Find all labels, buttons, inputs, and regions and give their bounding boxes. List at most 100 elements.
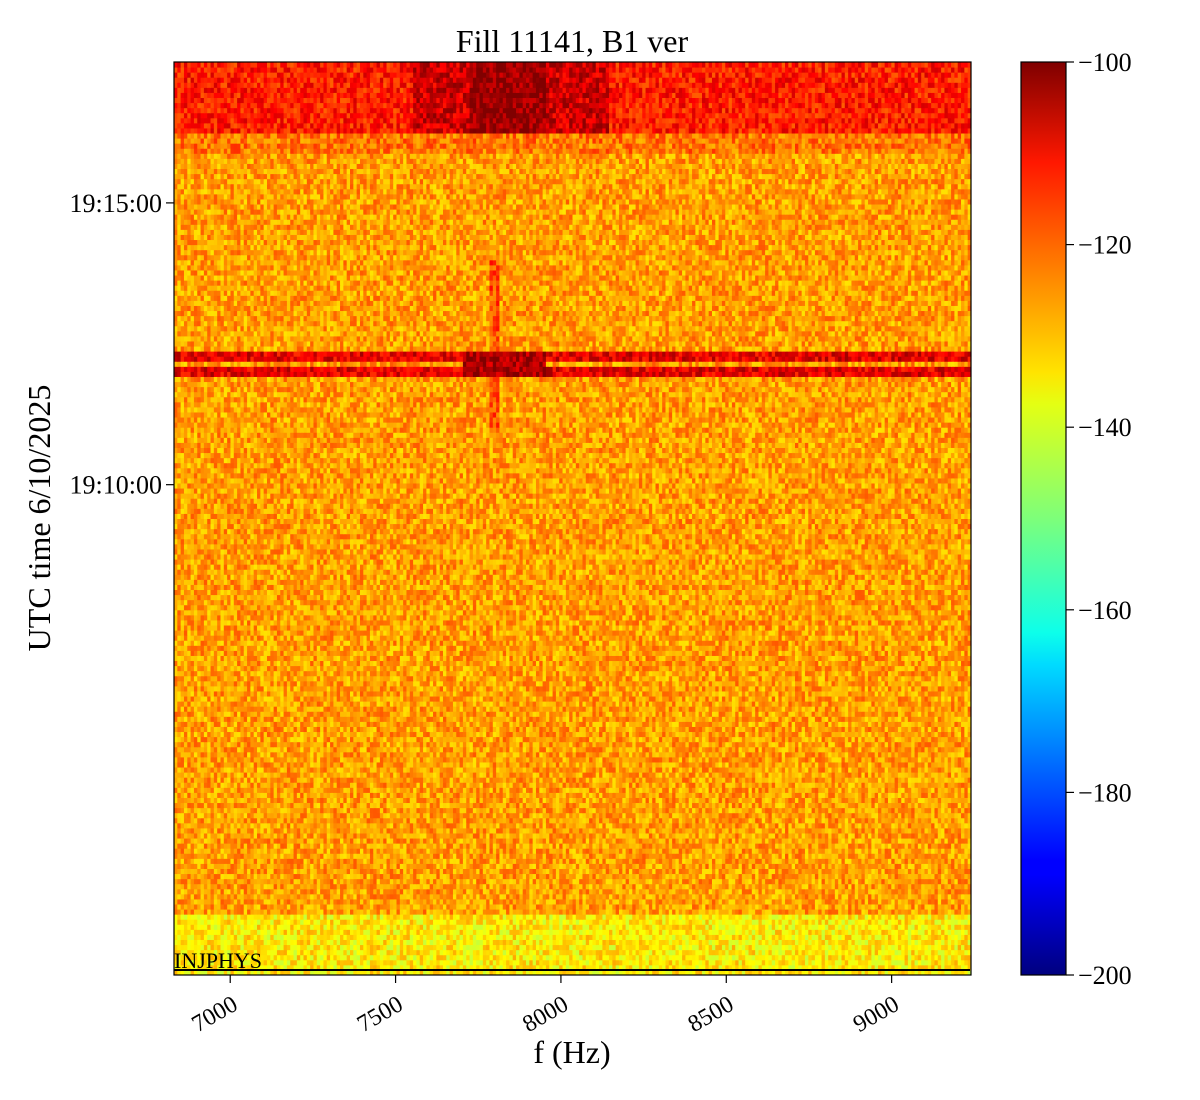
heatmap-cell xyxy=(931,899,935,905)
heatmap-cell xyxy=(573,934,577,940)
heatmap-cell xyxy=(795,939,799,945)
heatmap-cell xyxy=(576,904,580,910)
heatmap-cell xyxy=(712,914,716,920)
heatmap-cell xyxy=(503,945,507,951)
heatmap-cell xyxy=(951,899,955,905)
heatmap-cell xyxy=(181,924,185,930)
heatmap-cell xyxy=(785,909,789,915)
heatmap-cell xyxy=(925,914,929,920)
heatmap-cell xyxy=(835,934,839,940)
heatmap-cell xyxy=(775,914,779,920)
heatmap-cell xyxy=(519,924,523,930)
heatmap-cell xyxy=(715,914,719,920)
heatmap-cell xyxy=(828,950,832,956)
heatmap-cell xyxy=(516,904,520,910)
heatmap-cell xyxy=(958,919,962,925)
heatmap-cell xyxy=(765,955,769,961)
heatmap-cell xyxy=(284,945,288,951)
heatmap-cell xyxy=(307,899,311,905)
heatmap-cell xyxy=(602,914,606,920)
heatmap-cell xyxy=(466,904,470,910)
heatmap-cell xyxy=(420,914,424,920)
heatmap-cell xyxy=(463,904,467,910)
heatmap-cell xyxy=(546,950,550,956)
heatmap-cell xyxy=(337,955,341,961)
heatmap-cell xyxy=(725,955,729,961)
heatmap-cell xyxy=(294,929,298,935)
heatmap-cell xyxy=(685,960,689,966)
heatmap-cell xyxy=(330,904,334,910)
heatmap-cell xyxy=(609,899,613,905)
heatmap-cell xyxy=(669,960,673,966)
heatmap-cell xyxy=(543,904,547,910)
heatmap-cell xyxy=(586,939,590,945)
heatmap-cell xyxy=(297,955,301,961)
heatmap-cell xyxy=(337,924,341,930)
heatmap-cell xyxy=(483,904,487,910)
heatmap-cell xyxy=(549,960,553,966)
heatmap-cell xyxy=(795,934,799,940)
heatmap-cell xyxy=(250,894,254,900)
heatmap-cell xyxy=(858,914,862,920)
heatmap-cell xyxy=(822,914,826,920)
heatmap-cell xyxy=(619,939,623,945)
heatmap-cell xyxy=(832,899,836,905)
heatmap-cell xyxy=(470,909,474,915)
heatmap-cell xyxy=(476,950,480,956)
heatmap-cell xyxy=(768,914,772,920)
heatmap-cell xyxy=(609,950,613,956)
heatmap-cell xyxy=(692,924,696,930)
heatmap-cell xyxy=(938,904,942,910)
heatmap-cell xyxy=(954,939,958,945)
heatmap-cell xyxy=(948,889,952,895)
heatmap-cell xyxy=(360,884,364,890)
heatmap-cell xyxy=(260,924,264,930)
heatmap-cell xyxy=(363,939,367,945)
heatmap-cell xyxy=(649,924,653,930)
heatmap-cell xyxy=(616,939,620,945)
heatmap-cell xyxy=(350,894,354,900)
heatmap-cell xyxy=(403,909,407,915)
heatmap-cell xyxy=(868,904,872,910)
heatmap-cell xyxy=(918,929,922,935)
heatmap-cell xyxy=(323,894,327,900)
heatmap-cell xyxy=(629,899,633,905)
heatmap-cell xyxy=(300,894,304,900)
heatmap-cell xyxy=(775,939,779,945)
heatmap-cell xyxy=(519,960,523,966)
heatmap-cell xyxy=(702,950,706,956)
heatmap-cell xyxy=(486,939,490,945)
heatmap-cell xyxy=(244,884,248,890)
heatmap-cell xyxy=(310,904,314,910)
heatmap-cell xyxy=(905,955,909,961)
heatmap-cell xyxy=(951,960,955,966)
heatmap-cell xyxy=(317,884,321,890)
heatmap-cell xyxy=(446,899,450,905)
heatmap-cell xyxy=(250,919,254,925)
heatmap-cell xyxy=(380,950,384,956)
heatmap-cell xyxy=(543,955,547,961)
heatmap-cell xyxy=(695,960,699,966)
heatmap-cell xyxy=(343,894,347,900)
heatmap-cell xyxy=(181,904,185,910)
heatmap-cell xyxy=(672,960,676,966)
heatmap-cell xyxy=(798,909,802,915)
heatmap-cell xyxy=(323,889,327,895)
heatmap-cell xyxy=(416,889,420,895)
heatmap-cell xyxy=(579,929,583,935)
heatmap-cell xyxy=(247,934,251,940)
heatmap-cell xyxy=(898,945,902,951)
heatmap-cell xyxy=(493,929,497,935)
heatmap-cell xyxy=(742,904,746,910)
heatmap-cell xyxy=(536,914,540,920)
heatmap-cell xyxy=(762,889,766,895)
heatmap-cell xyxy=(941,909,945,915)
heatmap-cell xyxy=(692,899,696,905)
heatmap-cell xyxy=(207,909,211,915)
heatmap-cell xyxy=(626,934,630,940)
heatmap-cell xyxy=(589,919,593,925)
heatmap-cell xyxy=(589,894,593,900)
heatmap-cell xyxy=(327,919,331,925)
heatmap-cell xyxy=(330,894,334,900)
heatmap-cell xyxy=(466,899,470,905)
